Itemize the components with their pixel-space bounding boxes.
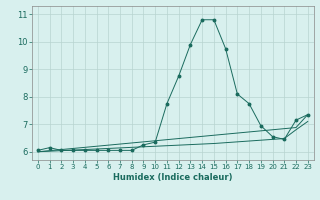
X-axis label: Humidex (Indice chaleur): Humidex (Indice chaleur) (113, 173, 233, 182)
